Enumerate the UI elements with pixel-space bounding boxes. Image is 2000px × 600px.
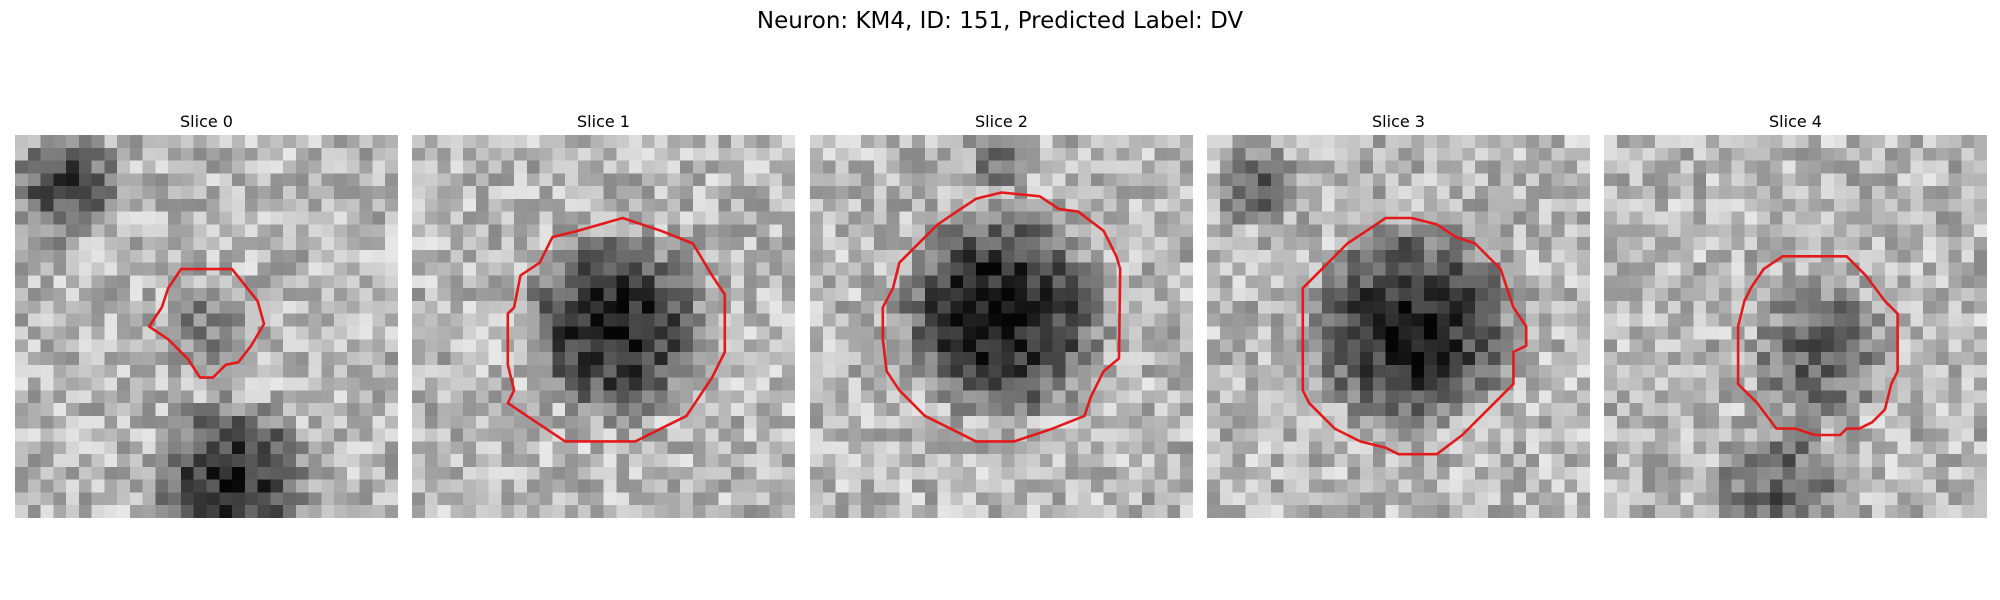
slice-image bbox=[1604, 135, 1987, 518]
figure-title: Neuron: KM4, ID: 151, Predicted Label: D… bbox=[756, 8, 1244, 34]
slice-title: Slice 2 bbox=[975, 112, 1028, 131]
neuron-contour bbox=[1736, 255, 1899, 437]
slice-title: Slice 3 bbox=[1372, 112, 1425, 131]
slice-image bbox=[810, 135, 1193, 518]
slice-image bbox=[1207, 135, 1590, 518]
neuron-contour bbox=[1301, 216, 1528, 456]
slice-title: Slice 0 bbox=[180, 112, 233, 131]
grayscale-pixel-grid bbox=[1207, 135, 1590, 518]
grayscale-pixel-grid bbox=[15, 135, 398, 518]
slice-image bbox=[15, 135, 398, 518]
neuron-contour bbox=[147, 267, 266, 379]
grayscale-pixel-grid bbox=[1604, 135, 1987, 518]
slice-image bbox=[412, 135, 795, 518]
grayscale-pixel-grid bbox=[810, 135, 1193, 518]
neuron-contour bbox=[506, 216, 727, 443]
grayscale-pixel-grid bbox=[412, 135, 795, 518]
slice-title: Slice 4 bbox=[1769, 112, 1822, 131]
slice-title: Slice 1 bbox=[577, 112, 630, 131]
neuron-contour bbox=[881, 191, 1122, 443]
